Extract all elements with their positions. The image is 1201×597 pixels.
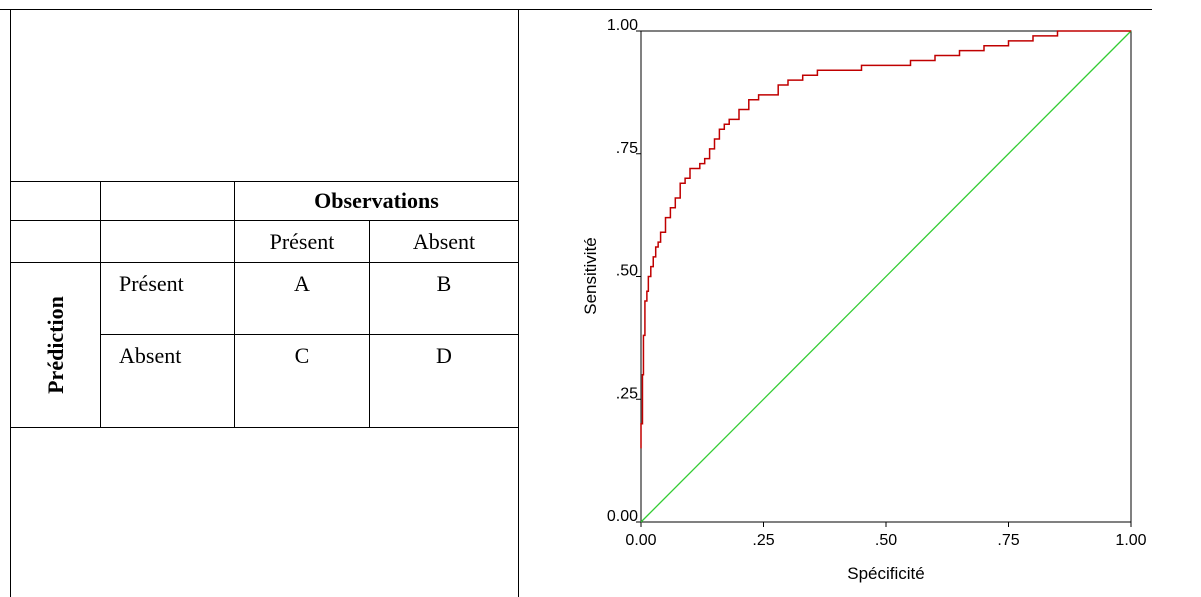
roc-curve-line (640, 30, 1131, 449)
x-tick-label: .50 (875, 532, 897, 549)
y-tick-label: .50 (616, 263, 638, 280)
cell-a: A (234, 261, 370, 336)
col-present-header: Présent (234, 220, 370, 263)
y-tick-label: .75 (616, 140, 638, 157)
empty-cell (10, 181, 101, 221)
row-present-header: Présent (100, 261, 235, 336)
divider-line (518, 9, 519, 597)
y-axis-ticks: 0.00 .25 .50 .75 1.00 (607, 17, 641, 525)
empty-cell (10, 220, 101, 263)
prediction-label: Prédiction (42, 296, 68, 394)
y-tick-label: 1.00 (607, 17, 638, 34)
x-axis-label: Spécificité (847, 564, 924, 583)
y-tick-label: 0.00 (607, 508, 638, 525)
cell-d: D (369, 334, 519, 428)
cell-c: C (234, 334, 370, 428)
observations-header: Observations (234, 181, 519, 221)
reference-diagonal-line (640, 30, 1132, 523)
empty-cell (100, 220, 235, 263)
series-group (640, 30, 1132, 523)
x-tick-label: 1.00 (1115, 532, 1146, 549)
row-group-cell: Prédiction (10, 262, 101, 428)
empty-cell (100, 181, 235, 221)
col-absent-header: Absent (369, 220, 519, 263)
row-absent-header: Absent (100, 334, 235, 428)
x-tick-label: .75 (997, 532, 1019, 549)
cell-b: B (369, 261, 519, 336)
confusion-table: Observations Présent Absent Prédiction P… (10, 181, 519, 428)
x-tick-label: .25 (752, 532, 774, 549)
x-tick-label: 0.00 (625, 532, 656, 549)
y-tick-label: .25 (616, 385, 638, 402)
roc-chart: 0.00 .25 .50 .75 1.00 0.00 .25 .50 .75 1.00 Spéc… (581, 17, 1147, 583)
x-axis-ticks: 0.00 .25 .50 .75 1.00 (625, 522, 1147, 549)
y-axis-label: Sensitivité (581, 237, 600, 314)
top-border-line (0, 9, 1152, 10)
